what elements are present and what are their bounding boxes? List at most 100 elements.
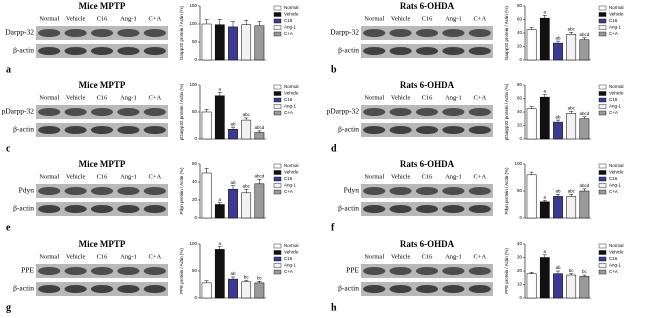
blot-label: β-actin [13, 46, 34, 55]
bar [579, 39, 590, 61]
y-tick-label: 0 [519, 295, 522, 300]
bar [241, 24, 252, 61]
lane-label: C16 [422, 173, 434, 180]
legend-swatch [598, 243, 607, 249]
significance-label: abcd [580, 111, 590, 116]
lane-label: C+A [148, 94, 161, 101]
panel-title: Mice MPTP [79, 159, 126, 169]
blot-band [117, 126, 140, 134]
significance-label: abc [568, 27, 576, 32]
blot-band [389, 205, 412, 213]
blot-label: pDarpp-32 [327, 107, 360, 116]
lane-label: Ang-1 [120, 253, 137, 260]
lane-label: Ang-1 [445, 15, 462, 22]
legend-swatch [273, 163, 282, 169]
blot-band [389, 29, 412, 37]
legend-swatch [598, 5, 607, 11]
error-bar [542, 254, 547, 258]
legend-swatch [273, 91, 282, 96]
error-bar [257, 21, 262, 26]
panel-title: Mice MPTP [79, 80, 126, 90]
panel-title: Rats 6-OHDA [400, 80, 455, 90]
error-bar [231, 276, 235, 280]
legend-label: Normal [284, 84, 299, 89]
blot-label: pDarpp-32 [2, 107, 35, 116]
blot-band [415, 29, 439, 37]
bar [214, 24, 225, 61]
blot-band [117, 205, 140, 213]
blot-label: β-actin [13, 284, 34, 293]
blot-band [143, 205, 166, 213]
bar [254, 282, 265, 299]
error-bar [244, 117, 249, 121]
legend-swatch [273, 269, 282, 275]
error-bar [217, 246, 222, 250]
lane-label: Vehicle [66, 15, 86, 22]
blot-band [389, 285, 412, 293]
bar [241, 281, 252, 299]
blot-band [363, 29, 386, 37]
significance-label: a [219, 241, 222, 246]
blot-band [442, 205, 465, 213]
legend-swatch [273, 176, 282, 182]
bar [566, 113, 577, 140]
blot-band [64, 126, 87, 134]
error-bar [529, 27, 534, 30]
blot-band [117, 47, 140, 55]
lane-label: Vehicle [391, 173, 411, 180]
legend-swatch [273, 104, 282, 109]
blot-band [389, 187, 412, 195]
error-bar [556, 270, 560, 274]
blot-band [363, 126, 386, 134]
y-axis-label: Darpp32 protein / Actin (%) [504, 5, 509, 60]
blot-label: β-actin [338, 204, 359, 213]
blot-band [117, 267, 140, 275]
legend-label: C16 [284, 176, 293, 181]
error-bar [569, 32, 574, 35]
lane-label: C16 [97, 15, 109, 22]
legend-label: C16 [609, 18, 618, 23]
bar [228, 188, 238, 219]
bar [566, 274, 577, 299]
error-bar [529, 106, 534, 109]
significance-label: a [219, 197, 222, 202]
blot-band [64, 29, 87, 37]
blot-band [90, 108, 114, 116]
blot-band [442, 47, 465, 55]
bar [539, 96, 550, 140]
blot-band [468, 187, 491, 195]
lane-label: C+A [148, 253, 161, 260]
bar [201, 172, 212, 219]
panel-letter: c [6, 143, 11, 154]
y-tick-label: 60 [517, 96, 523, 101]
bar [566, 196, 577, 219]
bar [526, 108, 537, 140]
error-bar [556, 193, 560, 197]
blot-band [468, 29, 491, 37]
y-tick-label: 0 [194, 57, 197, 62]
legend-swatch [598, 18, 607, 24]
legend-label: Vehicle [284, 12, 299, 17]
error-bar [529, 171, 534, 175]
blot-band [117, 285, 140, 293]
blot-band [468, 108, 491, 116]
bar [214, 204, 225, 219]
error-bar [556, 119, 560, 123]
legend-label: Ang-1 [284, 104, 297, 109]
y-tick-label: 100 [514, 161, 522, 166]
error-bar [231, 185, 235, 190]
panel-title: Rats 6-OHDA [400, 1, 455, 11]
lane-label: Ang-1 [445, 173, 462, 180]
lane-label: Normal [39, 94, 59, 101]
error-bar [204, 109, 209, 112]
panel-title: Rats 6-OHDA [400, 159, 455, 169]
y-axis-label: Pdyn protein / Actin (%) [504, 167, 509, 215]
bar [539, 17, 550, 61]
blot-label: β-actin [13, 204, 34, 213]
legend-label: Vehicle [609, 12, 624, 17]
error-bar [542, 15, 547, 19]
legend-label: Vehicle [284, 170, 299, 175]
blot-band [90, 187, 114, 195]
error-bar [217, 19, 222, 25]
blot-band [363, 47, 386, 55]
